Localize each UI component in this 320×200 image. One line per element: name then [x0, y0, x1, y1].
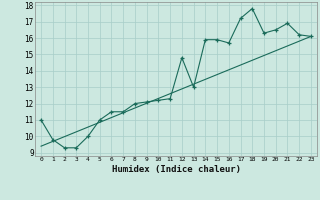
- X-axis label: Humidex (Indice chaleur): Humidex (Indice chaleur): [111, 165, 241, 174]
